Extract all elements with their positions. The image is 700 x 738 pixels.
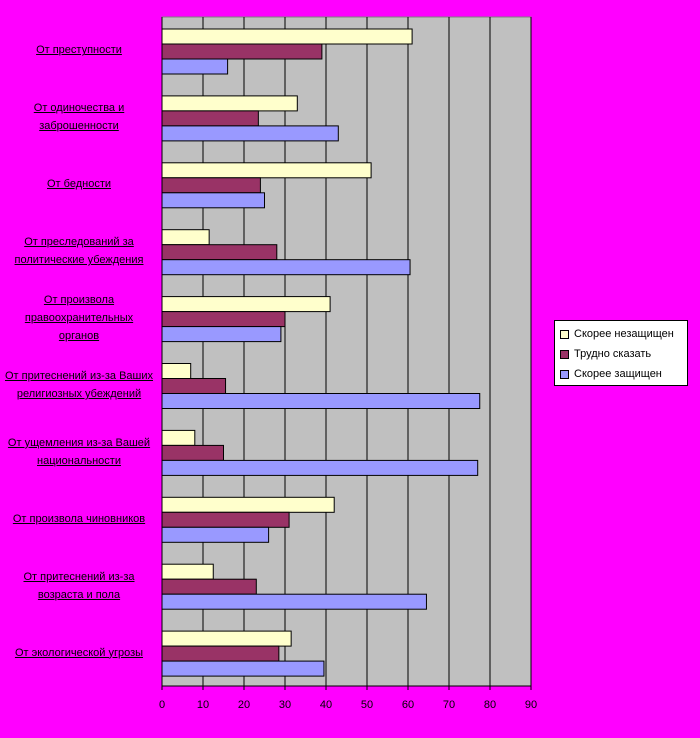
- category-label: От преступности: [36, 44, 122, 57]
- category-label: От экологической угрозы: [14, 646, 144, 659]
- legend-item-hard-to-say: Трудно сказать: [560, 344, 687, 364]
- x-tick-label: 50: [361, 699, 373, 711]
- category-label: От преследований за политические убежден…: [14, 236, 144, 267]
- legend-item-unprotected: Скорее незащищен: [560, 324, 687, 344]
- bar: [161, 578, 257, 595]
- bar: [161, 326, 282, 343]
- bar: [161, 444, 224, 461]
- bar: [161, 526, 270, 543]
- category-label: От притеснений из-за возраста и пола: [23, 570, 135, 601]
- bar: [161, 363, 192, 379]
- bar: [161, 645, 280, 662]
- x-tick-label: 90: [525, 699, 537, 711]
- bar: [161, 429, 196, 446]
- bar: [161, 378, 227, 394]
- x-tick-label: 10: [197, 699, 209, 711]
- legend-label-protected: Скорее защищен: [574, 368, 662, 380]
- bar: [161, 95, 298, 112]
- x-tick-label: 70: [443, 699, 455, 711]
- bar: [161, 660, 325, 677]
- category-label: От произвола чиновников: [12, 512, 146, 525]
- category-label: От произвола правоохранительных органов: [24, 294, 134, 343]
- bar: [161, 496, 335, 513]
- legend-item-protected: Скорее защищен: [560, 364, 687, 384]
- bar: [161, 563, 214, 580]
- x-tick-label: 40: [320, 699, 332, 711]
- bar: [161, 593, 427, 610]
- legend-swatch-unprotected: [560, 329, 569, 339]
- bar: [161, 125, 339, 142]
- x-tick-label: 80: [484, 699, 496, 711]
- category-label: От ущемления из-за Вашей национальности: [7, 436, 151, 467]
- legend-label-hard-to-say: Трудно сказать: [574, 348, 652, 360]
- bar: [161, 192, 265, 209]
- bar: [161, 259, 411, 276]
- category-label: От одиночества и заброшенности: [33, 102, 125, 133]
- bar: [161, 177, 261, 194]
- bar: [161, 43, 323, 60]
- x-tick-label: 30: [279, 699, 291, 711]
- bar: [161, 311, 286, 328]
- legend-swatch-protected: [560, 369, 569, 379]
- bar: [161, 630, 292, 647]
- bar: [161, 229, 210, 246]
- bar: [161, 244, 278, 261]
- legend-swatch-hard-to-say: [560, 349, 569, 359]
- bar: [161, 162, 372, 179]
- x-tick-label: 20: [238, 699, 250, 711]
- bar: [161, 393, 481, 409]
- bar: [161, 511, 290, 528]
- bar: [161, 58, 229, 75]
- x-tick-label: 60: [402, 699, 414, 711]
- bar: [161, 459, 479, 476]
- category-label: От притеснений из-за Ваших религиозных у…: [4, 369, 153, 400]
- legend: Скорее незащищен Трудно сказать Скорее з…: [554, 320, 688, 386]
- x-tick-label: 0: [159, 699, 165, 711]
- bar: [161, 110, 259, 127]
- category-label: От бедности: [47, 178, 111, 191]
- bar: [161, 296, 331, 313]
- bar: [161, 28, 413, 45]
- legend-label-unprotected: Скорее незащищен: [574, 328, 674, 340]
